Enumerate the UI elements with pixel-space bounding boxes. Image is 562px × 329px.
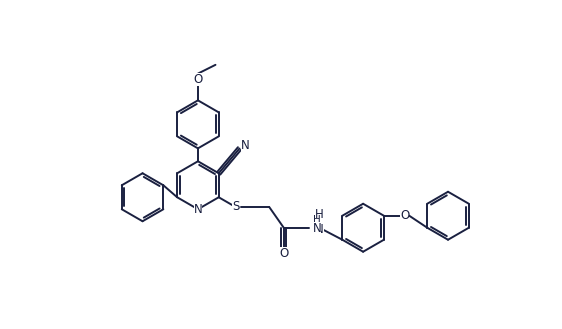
Text: S: S (232, 200, 239, 214)
Text: N: N (312, 222, 321, 235)
Text: O: O (193, 73, 202, 86)
Text: O: O (400, 209, 409, 222)
Text: N: N (241, 139, 250, 152)
Text: H
N: H N (315, 208, 324, 236)
Text: H: H (313, 215, 321, 225)
Text: N: N (193, 203, 202, 216)
Text: O: O (279, 247, 288, 260)
